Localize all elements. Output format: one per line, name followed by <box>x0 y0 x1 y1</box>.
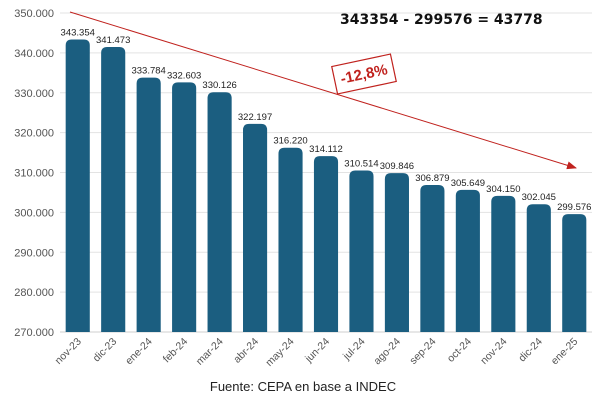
y-tick-label: 270.000 <box>14 327 54 339</box>
data-label: 316.220 <box>273 136 307 147</box>
source-note: Fuente: CEPA en base a INDEC <box>209 379 397 394</box>
bar <box>384 173 409 332</box>
x-tick-label: sep-24 <box>407 336 438 367</box>
trend-arrow-line <box>69 11 577 170</box>
x-tick-label: mar-24 <box>194 336 226 368</box>
x-tick-label: jul-24 <box>340 336 367 363</box>
x-axis: nov-23 dic-23 ene-24 feb-24 mar-24 abr-24 may-… <box>53 336 581 369</box>
bar <box>101 47 126 333</box>
bar <box>420 184 445 332</box>
data-label: 304.150 <box>486 184 520 195</box>
data-label: 314.112 <box>309 144 343 155</box>
trend-arrow <box>69 11 577 170</box>
x-tick-label: dic-24 <box>516 336 545 365</box>
data-label: 309.846 <box>380 161 414 172</box>
bar <box>243 123 268 332</box>
y-tick-label: 310.000 <box>14 168 54 180</box>
x-tick-label: abr-24 <box>231 336 261 366</box>
change-badge: -12,8% <box>331 53 397 95</box>
bar <box>455 189 480 332</box>
y-tick-label: 290.000 <box>14 247 54 259</box>
bar <box>278 147 303 332</box>
x-tick-label: ene-24 <box>123 336 155 368</box>
y-axis: 270.000 280.000 290.000 300.000 310.000 320.0… <box>14 8 54 339</box>
data-label: 305.649 <box>451 178 485 189</box>
y-tick-label: 340.000 <box>14 48 54 60</box>
data-label: 302.045 <box>522 192 556 203</box>
data-label: 343.354 <box>61 28 95 39</box>
change-badge-box <box>331 53 397 95</box>
x-tick-label: nov-24 <box>478 336 509 367</box>
y-tick-label: 350.000 <box>14 8 54 20</box>
x-tick-label: ago-24 <box>371 336 403 368</box>
x-tick-label: nov-23 <box>53 336 84 367</box>
x-tick-label: feb-24 <box>161 336 191 366</box>
x-tick-label: dic-23 <box>91 336 120 365</box>
data-label: 310.514 <box>344 158 378 169</box>
formula-annotation: 343354 - 299576 = 43778 <box>340 12 543 28</box>
x-tick-label: ene-25 <box>549 336 581 368</box>
y-tick-label: 320.000 <box>14 128 54 140</box>
data-label: 341.473 <box>96 35 130 46</box>
data-label: 333.784 <box>131 66 165 77</box>
bar <box>491 195 516 332</box>
data-label: 306.879 <box>415 173 449 184</box>
bar <box>136 77 161 332</box>
data-label: 332.603 <box>167 70 201 81</box>
y-tick-label: 280.000 <box>14 287 54 299</box>
bars <box>65 39 587 333</box>
bar <box>526 204 551 332</box>
bar <box>65 39 90 333</box>
x-tick-label: may-24 <box>263 336 296 369</box>
bar <box>172 82 197 332</box>
bar <box>562 214 587 332</box>
data-label: 299.576 <box>557 202 591 213</box>
bar <box>207 92 232 332</box>
bar <box>349 170 374 332</box>
bar <box>313 156 339 332</box>
data-label: 322.197 <box>238 112 272 123</box>
x-tick-label: jun-24 <box>302 336 332 366</box>
y-tick-label: 300.000 <box>14 207 54 219</box>
y-tick-label: 330.000 <box>14 88 54 100</box>
x-tick-label: oct-24 <box>445 336 474 365</box>
data-label: 330.126 <box>202 80 236 91</box>
